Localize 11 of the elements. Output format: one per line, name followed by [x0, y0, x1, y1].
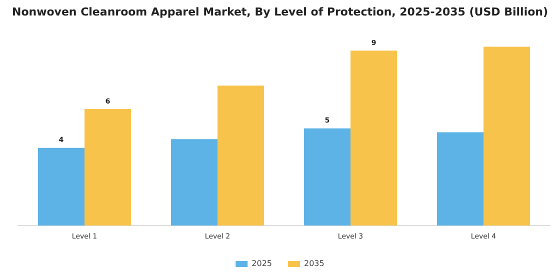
bar — [484, 46, 530, 226]
bar — [84, 108, 132, 226]
bar — [170, 139, 218, 226]
bar — [218, 86, 264, 226]
bar — [350, 50, 398, 226]
chart-title: Nonwoven Cleanroom Apparel Market, By Level of Protection, 2025-2035 (USD Billion) — [12, 5, 548, 18]
bar — [38, 148, 84, 226]
legend-label: 2025 — [252, 259, 272, 268]
bar — [436, 132, 484, 226]
legend-label: 2035 — [304, 259, 324, 268]
bar — [304, 128, 350, 226]
